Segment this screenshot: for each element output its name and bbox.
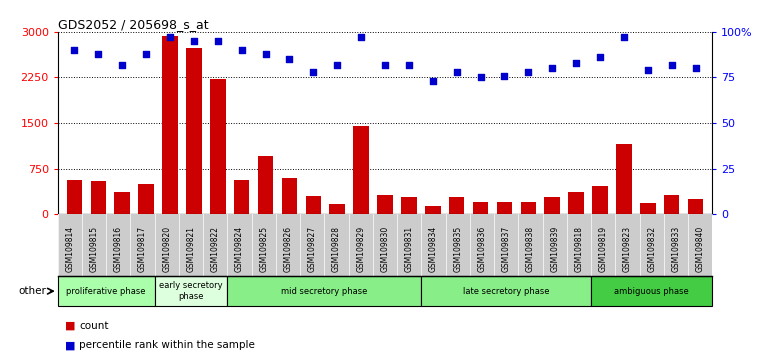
Bar (330, 204, 345, 214)
Text: ambiguous phase: ambiguous phase (614, 287, 689, 296)
Point (355, 34, 367, 40)
Point (594, 55, 606, 60)
Text: count: count (79, 321, 109, 331)
Point (474, 75, 487, 80)
Point (116, 62, 129, 68)
Bar (640, 202, 655, 214)
Text: ■: ■ (65, 340, 76, 350)
Bar (353, 126, 369, 214)
Point (69, 47, 81, 53)
Point (450, 69, 463, 75)
Text: GSM109827: GSM109827 (308, 225, 316, 272)
Point (665, 62, 678, 68)
Point (92, 51, 105, 57)
Text: GSM109822: GSM109822 (211, 226, 219, 272)
Text: GSM109824: GSM109824 (235, 225, 244, 272)
Point (498, 73, 511, 79)
Bar (497, 202, 512, 214)
Point (427, 78, 439, 84)
Bar (616, 144, 631, 214)
Bar (449, 197, 464, 214)
Text: GSM109831: GSM109831 (405, 225, 413, 272)
Point (522, 69, 534, 75)
Point (546, 65, 558, 71)
Point (236, 47, 248, 53)
Text: GSM109829: GSM109829 (357, 225, 365, 272)
Text: GSM109830: GSM109830 (380, 225, 390, 272)
Bar (115, 192, 130, 214)
Text: GSM109836: GSM109836 (477, 225, 487, 272)
Point (164, 34, 176, 40)
Text: GSM109825: GSM109825 (259, 225, 268, 272)
Bar (664, 195, 679, 214)
Text: GSM109832: GSM109832 (647, 225, 656, 272)
Bar (544, 196, 560, 214)
Point (570, 60, 582, 66)
Point (259, 51, 272, 57)
Text: GSM109838: GSM109838 (526, 225, 535, 272)
Bar (592, 185, 608, 214)
Text: GSM109835: GSM109835 (454, 225, 462, 272)
Bar (568, 192, 584, 214)
Bar (306, 196, 321, 214)
Point (379, 62, 391, 68)
Text: GSM109840: GSM109840 (695, 225, 705, 272)
Bar (282, 178, 297, 214)
Text: GSM109834: GSM109834 (429, 225, 438, 272)
Bar (473, 202, 488, 214)
Bar (521, 202, 536, 214)
Point (307, 69, 320, 75)
Text: GSM109826: GSM109826 (283, 225, 293, 272)
Bar (162, 36, 178, 214)
Point (331, 62, 343, 68)
Point (403, 62, 415, 68)
Bar (425, 206, 440, 214)
Point (188, 38, 200, 44)
Text: GSM109814: GSM109814 (65, 225, 75, 272)
Text: other: other (18, 286, 46, 296)
Point (212, 38, 224, 44)
Text: GSM109817: GSM109817 (138, 225, 147, 272)
Text: proliferative phase: proliferative phase (66, 287, 146, 296)
Point (641, 67, 654, 73)
Text: GSM109823: GSM109823 (623, 225, 632, 272)
Bar (688, 199, 703, 214)
Text: percentile rank within the sample: percentile rank within the sample (79, 340, 255, 350)
Text: GSM109820: GSM109820 (162, 225, 172, 272)
Text: GSM109819: GSM109819 (598, 225, 608, 272)
Text: ■: ■ (65, 321, 76, 331)
Text: early secretory
phase: early secretory phase (159, 281, 223, 301)
Text: GSM109815: GSM109815 (89, 225, 99, 272)
Text: GSM109828: GSM109828 (332, 226, 341, 272)
Text: GSM109818: GSM109818 (574, 226, 584, 272)
Text: GSM109816: GSM109816 (114, 225, 123, 272)
Bar (210, 79, 226, 214)
Text: GDS2052 / 205698_s_at: GDS2052 / 205698_s_at (58, 18, 209, 31)
Point (140, 51, 152, 57)
Text: GSM109833: GSM109833 (671, 225, 681, 272)
Bar (377, 195, 393, 214)
Bar (258, 156, 273, 214)
Bar (139, 184, 154, 214)
Text: GSM109839: GSM109839 (551, 225, 559, 272)
Point (618, 34, 630, 40)
Bar (67, 180, 82, 214)
Text: GSM109837: GSM109837 (502, 225, 511, 272)
Point (283, 56, 296, 62)
Text: GSM109821: GSM109821 (186, 226, 196, 272)
Text: late secretory phase: late secretory phase (463, 287, 550, 296)
Bar (91, 181, 106, 214)
Bar (234, 180, 249, 214)
Bar (186, 48, 202, 214)
Bar (401, 196, 417, 214)
Text: mid secretory phase: mid secretory phase (281, 287, 367, 296)
Point (689, 65, 701, 71)
